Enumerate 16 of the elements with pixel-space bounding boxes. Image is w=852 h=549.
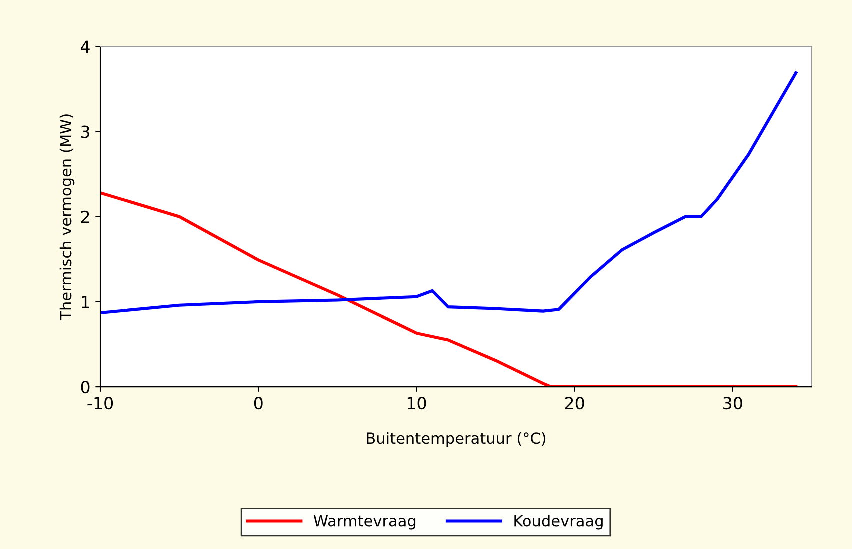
y-tick-label: 2	[81, 210, 90, 224]
y-tick-label: 0	[81, 381, 90, 394]
y-axis-title: Thermisch vermogen (MW)	[60, 114, 75, 320]
line-series	[100, 192, 798, 388]
x-tick-label: 0	[254, 397, 263, 410]
x-axis-title: Buitentemperatuur (°C)	[367, 432, 546, 448]
legend-label: Warmtevraag	[314, 515, 416, 530]
x-tick-label: 10	[408, 397, 426, 410]
y-tick-label: 4	[81, 40, 90, 53]
x-tick-label: 20	[565, 397, 584, 410]
x-tick-label: -10	[88, 397, 114, 410]
y-tick-label: 3	[81, 126, 90, 138]
legend-label: Koudevraag	[514, 514, 603, 530]
x-tick-label: 30	[724, 397, 742, 410]
line-series	[100, 72, 798, 315]
y-tick-label: 1	[82, 296, 90, 308]
